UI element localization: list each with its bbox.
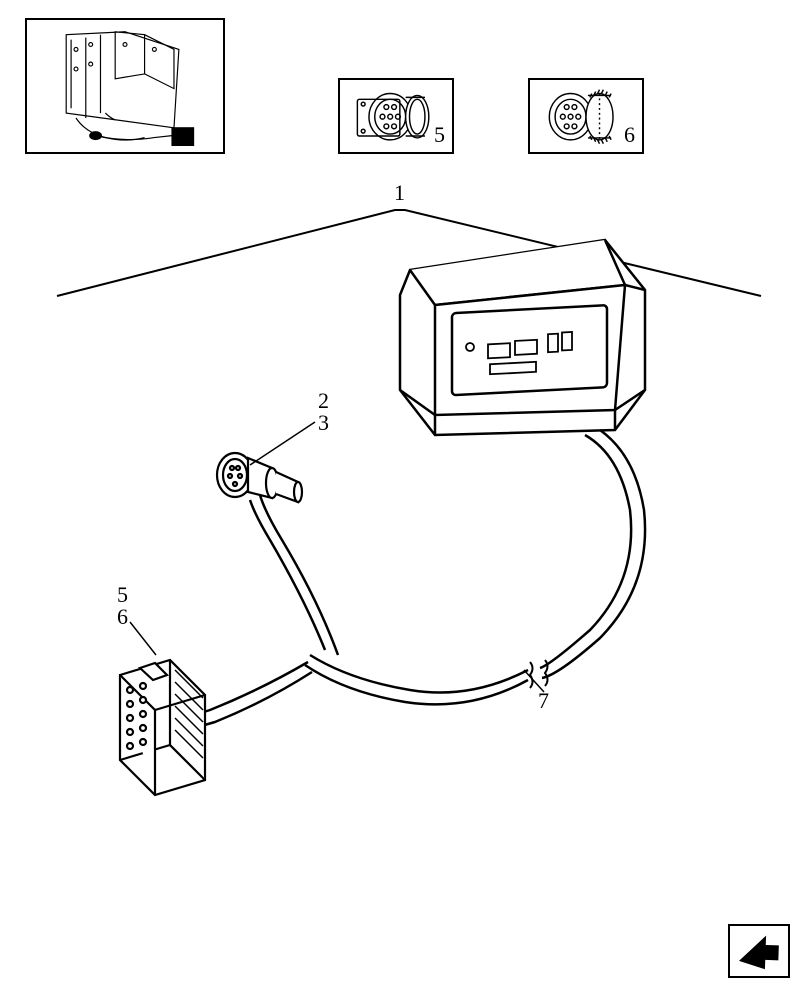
leader-7	[522, 668, 552, 698]
callout-5-thumb: 5	[434, 122, 445, 148]
context-thumbnail	[25, 18, 225, 154]
callout-1: 1	[394, 180, 405, 206]
callout-6: 6	[117, 604, 128, 630]
nav-arrow-icon	[730, 926, 788, 977]
leader-56	[128, 620, 168, 660]
connector-6-thumbnail: 6	[528, 78, 644, 154]
callout-6-thumb: 6	[624, 122, 635, 148]
nav-arrow-box[interactable]	[728, 924, 790, 978]
connector-5-thumbnail: 5	[338, 78, 454, 154]
leader-23	[245, 420, 325, 470]
rect-connector	[95, 640, 225, 800]
context-drawing	[27, 20, 223, 153]
